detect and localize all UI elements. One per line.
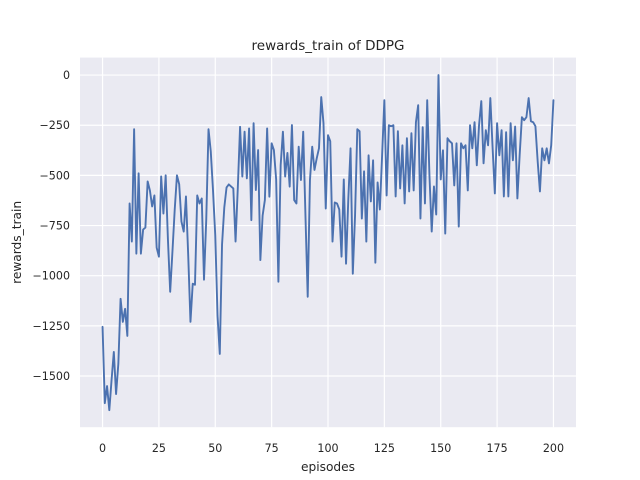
rewards-line-series — [101, 74, 555, 412]
x-tick-label: 125 — [374, 442, 395, 455]
x-tick-label: 100 — [317, 442, 338, 455]
x-tick-label: 25 — [152, 442, 166, 455]
y-tick-label: −1250 — [32, 320, 70, 333]
chart-title: rewards_train of DDPG — [252, 38, 405, 54]
y-tick-label: −500 — [40, 169, 70, 182]
grid-lines — [80, 57, 576, 428]
x-tick-label: 0 — [99, 442, 106, 455]
x-axis-label: episodes — [301, 460, 355, 474]
y-tick-label: −1500 — [32, 370, 70, 383]
x-tick-label: 150 — [430, 442, 451, 455]
x-tick-labels: 0 25 50 75 100 125 150 175 200 — [99, 442, 564, 455]
y-tick-label: −250 — [40, 119, 70, 132]
x-tick-label: 200 — [543, 442, 564, 455]
y-tick-label: −1000 — [32, 270, 70, 283]
y-tick-label: −750 — [40, 220, 70, 233]
y-tick-label: 0 — [63, 69, 70, 82]
y-axis-label: rewards_train — [10, 201, 24, 284]
x-tick-label: 75 — [265, 442, 279, 455]
y-tick-labels: 0 −250 −500 −750 −1000 −1250 −1500 — [32, 69, 70, 383]
x-tick-label: 50 — [208, 442, 222, 455]
x-tick-label: 175 — [486, 442, 507, 455]
